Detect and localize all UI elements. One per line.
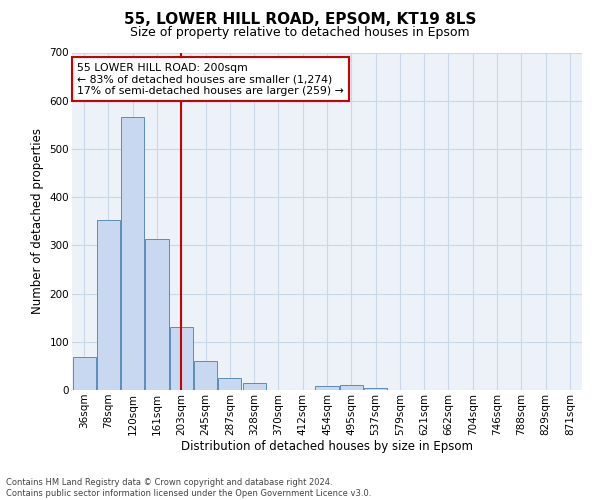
Bar [218, 378, 241, 390]
Bar [364, 388, 387, 390]
Text: 55 LOWER HILL ROAD: 200sqm
← 83% of detached houses are smaller (1,274)
17% of s: 55 LOWER HILL ROAD: 200sqm ← 83% of deta… [77, 62, 344, 96]
Bar [145, 238, 169, 390]
Text: Size of property relative to detached houses in Epsom: Size of property relative to detached ho… [130, 26, 470, 39]
Bar [194, 361, 217, 390]
Bar [121, 116, 144, 390]
Bar [170, 327, 193, 390]
Bar [242, 383, 266, 390]
Bar [73, 357, 95, 390]
Bar [97, 220, 120, 390]
Y-axis label: Number of detached properties: Number of detached properties [31, 128, 44, 314]
Bar [340, 385, 363, 390]
X-axis label: Distribution of detached houses by size in Epsom: Distribution of detached houses by size … [181, 440, 473, 454]
Bar [316, 386, 338, 390]
Text: 55, LOWER HILL ROAD, EPSOM, KT19 8LS: 55, LOWER HILL ROAD, EPSOM, KT19 8LS [124, 12, 476, 28]
Text: Contains HM Land Registry data © Crown copyright and database right 2024.
Contai: Contains HM Land Registry data © Crown c… [6, 478, 371, 498]
